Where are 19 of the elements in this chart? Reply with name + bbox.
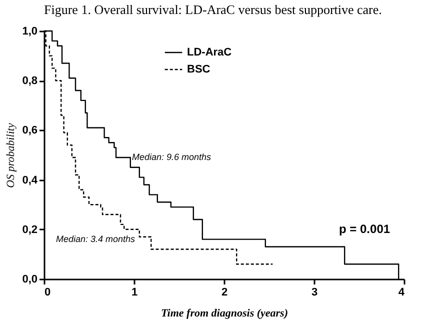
legend-label: LD-AraC [187, 46, 232, 58]
y-tick-label: 0,6 [22, 124, 38, 137]
y-tick-label: 0,8 [22, 75, 38, 88]
x-axis-title: Time from diagnosis (years) [161, 308, 288, 320]
y-tick-label: 0,0 [22, 274, 38, 286]
y-tick-label: 0,4 [22, 174, 38, 186]
x-tick-label: 1 [131, 286, 138, 298]
chart-title: Figure 1. Overall survival: LD-AraC versus best supportive care. [44, 2, 382, 17]
x-tick-label: 3 [311, 286, 318, 298]
y-tick-label: 1,0 [22, 26, 38, 38]
legend-label: BSC [187, 64, 210, 76]
annotation: p = 0.001 [339, 222, 390, 236]
annotation: Median: 9.6 months [132, 152, 212, 162]
y-axis-title: OS probability [5, 123, 18, 188]
y-tick-label: 0,2 [22, 224, 38, 236]
x-tick-label: 4 [398, 286, 406, 298]
x-tick-label: 2 [221, 286, 228, 298]
annotation: Median: 3.4 months [56, 234, 136, 244]
x-tick-label: 0 [44, 286, 51, 298]
